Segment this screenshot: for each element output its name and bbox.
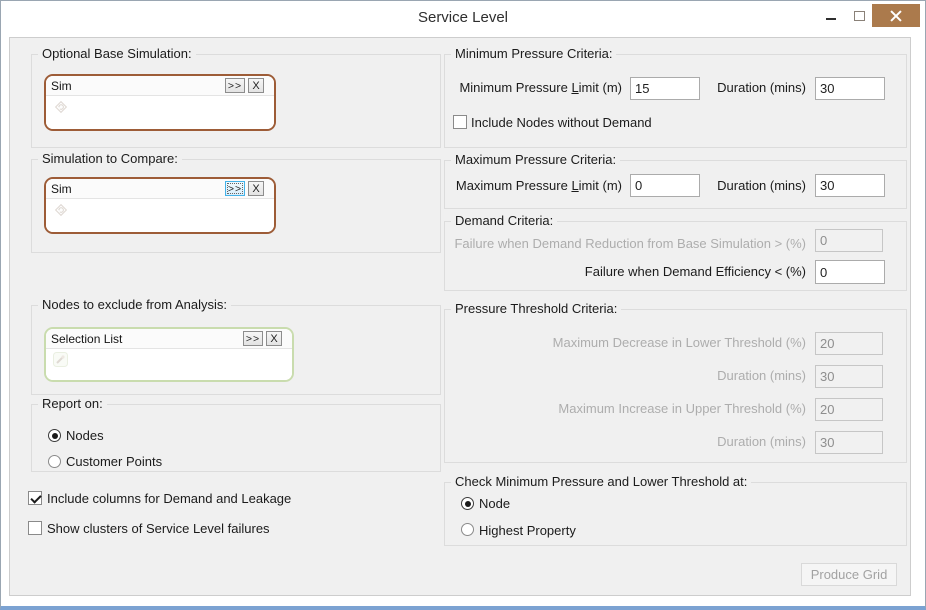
- demand-efficiency-label: Failure when Demand Efficiency < (%): [584, 264, 806, 279]
- upper-threshold-duration-label: Duration (mins): [717, 434, 806, 449]
- report-on-group: Report on: Nodes Customer Points: [31, 397, 441, 472]
- min-pressure-limit-input[interactable]: [630, 77, 700, 100]
- group-title: Report on:: [38, 397, 107, 411]
- radio-customer-points-label: Customer Points: [66, 454, 163, 469]
- maximize-icon: [853, 11, 865, 21]
- demand-reduction-input: [815, 229, 883, 252]
- nodes-to-exclude-group: Nodes to exclude from Analysis: Selectio…: [31, 298, 441, 395]
- max-pressure-limit-input[interactable]: [630, 174, 700, 197]
- pressure-threshold-criteria-group: Pressure Threshold Criteria: Maximum Dec…: [444, 302, 907, 463]
- group-title: Nodes to exclude from Analysis:: [38, 298, 231, 312]
- base-sim-header: Sim >> X: [46, 76, 274, 96]
- group-title: Minimum Pressure Criteria:: [451, 47, 617, 61]
- optional-base-simulation-group: Optional Base Simulation: Sim >> X: [31, 47, 441, 148]
- upper-threshold-duration-input: [815, 431, 883, 454]
- window-title: Service Level: [417, 9, 509, 26]
- base-sim-drop-area[interactable]: [46, 96, 274, 129]
- title-bar[interactable]: Service Level: [1, 1, 925, 35]
- lower-threshold-duration-input: [815, 365, 883, 388]
- base-sim-clear-button[interactable]: X: [248, 78, 264, 93]
- max-duration-label: Duration (mins): [717, 178, 806, 193]
- compare-sim-slot-label: Sim: [51, 181, 72, 196]
- lower-threshold-decrease-input: [815, 332, 883, 355]
- selection-list-drop-box: Selection List >> X: [44, 327, 294, 382]
- min-duration-label: Duration (mins): [717, 80, 806, 95]
- close-button[interactable]: [872, 4, 920, 27]
- upper-threshold-increase-label: Maximum Increase in Upper Threshold (%): [558, 401, 806, 416]
- produce-grid-button: Produce Grid: [801, 563, 897, 586]
- lower-threshold-decrease-label: Maximum Decrease in Lower Threshold (%): [552, 335, 806, 350]
- radio-highest-property[interactable]: [461, 523, 474, 536]
- check-minimum-pressure-group: Check Minimum Pressure and Lower Thresho…: [444, 475, 907, 546]
- compare-sim-expand-button[interactable]: >>: [225, 181, 245, 196]
- radio-nodes-label: Nodes: [66, 428, 104, 443]
- minimize-icon: [826, 18, 836, 20]
- radio-highest-property-label: Highest Property: [479, 523, 576, 538]
- checkbox-include-columns[interactable]: [28, 491, 42, 505]
- min-duration-input[interactable]: [815, 77, 885, 100]
- checkbox-include-nodes-without-demand[interactable]: [453, 115, 467, 129]
- group-title: Pressure Threshold Criteria:: [451, 302, 622, 316]
- radio-customer-points[interactable]: [48, 455, 61, 468]
- base-sim-slot-label: Sim: [51, 78, 72, 93]
- selection-list-slot-label: Selection List: [51, 331, 123, 346]
- upper-threshold-increase-input: [815, 398, 883, 421]
- selection-list-clear-button[interactable]: X: [266, 331, 282, 346]
- demand-efficiency-input[interactable]: [815, 260, 885, 284]
- selection-list-drop-area[interactable]: [46, 349, 292, 380]
- compare-sim-drop-area[interactable]: [46, 199, 274, 232]
- maximize-button[interactable]: [847, 6, 871, 26]
- minimize-button[interactable]: [819, 6, 843, 26]
- minimum-pressure-criteria-group: Minimum Pressure Criteria: Minimum Press…: [444, 47, 907, 148]
- base-sim-drop-box: Sim >> X: [44, 74, 276, 131]
- maximum-pressure-criteria-group: Maximum Pressure Criteria: Maximum Press…: [444, 153, 907, 209]
- base-sim-expand-button[interactable]: >>: [225, 78, 245, 93]
- radio-node-label: Node: [479, 496, 511, 511]
- max-pressure-limit-label: Maximum Pressure Limit (m): [455, 178, 622, 193]
- simulation-to-compare-group: Simulation to Compare: Sim >> X: [31, 152, 441, 253]
- group-title: Check Minimum Pressure and Lower Thresho…: [451, 475, 752, 489]
- demand-reduction-label: Failure when Demand Reduction from Base …: [454, 236, 806, 251]
- checkbox-include-columns-label: Include columns for Demand and Leakage: [47, 491, 292, 506]
- close-icon: [890, 10, 902, 22]
- lower-threshold-duration-label: Duration (mins): [717, 368, 806, 383]
- selection-list-header: Selection List >> X: [46, 329, 292, 349]
- compare-sim-header: Sim >> X: [46, 179, 274, 199]
- checkbox-include-nodes-without-demand-label: Include Nodes without Demand: [471, 115, 652, 130]
- selection-list-icon: [53, 352, 68, 367]
- radio-node[interactable]: [461, 497, 474, 510]
- compare-sim-clear-button[interactable]: X: [248, 181, 264, 196]
- group-title: Demand Criteria:: [451, 214, 558, 228]
- max-duration-input[interactable]: [815, 174, 885, 197]
- min-pressure-limit-label: Minimum Pressure Limit (m): [459, 80, 622, 95]
- group-title: Optional Base Simulation:: [38, 47, 196, 61]
- compare-sim-drop-box: Sim >> X: [44, 177, 276, 234]
- checkbox-show-clusters[interactable]: [28, 521, 42, 535]
- checkbox-show-clusters-label: Show clusters of Service Level failures: [47, 521, 270, 536]
- simulation-icon: [54, 203, 68, 217]
- radio-nodes[interactable]: [48, 429, 61, 442]
- demand-criteria-group: Demand Criteria: Failure when Demand Red…: [444, 214, 907, 291]
- simulation-icon: [54, 100, 68, 114]
- group-title: Simulation to Compare:: [38, 152, 182, 166]
- group-title: Maximum Pressure Criteria:: [451, 153, 621, 167]
- selection-list-expand-button[interactable]: >>: [243, 331, 263, 346]
